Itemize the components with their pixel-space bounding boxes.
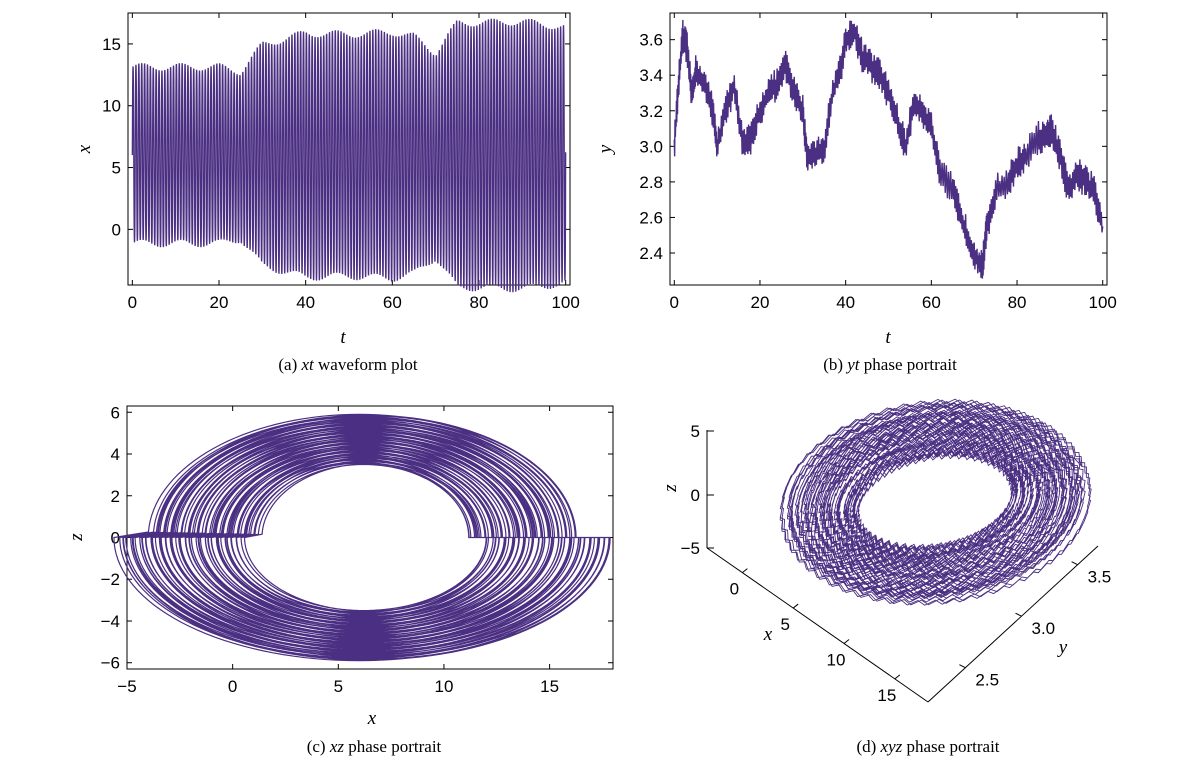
plot-frame-b — [669, 12, 1108, 286]
x-tick-label: 100 — [551, 293, 579, 312]
x-tick-label: 0 — [670, 293, 679, 312]
panel-xyz-portrait: −5 0 5 0 5 10 15 2.5 3.0 3.5 x y z (d) xyz phase … — [660, 398, 1112, 756]
y-tick-label: 6 — [111, 403, 120, 422]
y-tick-label: 3.2 — [639, 102, 663, 121]
z-tick-label: 5 — [691, 422, 700, 441]
x-tick-label-3d: 10 — [827, 650, 846, 669]
caption-d: (d) xyz phase portrait — [856, 737, 999, 756]
x-axis-label-a: t — [340, 327, 346, 348]
caption-c: (c) xz phase portrait — [307, 737, 442, 756]
y-tick-label: 4 — [111, 445, 120, 464]
caption-a: (a) xt waveform plot — [278, 355, 418, 374]
y-tick-label-3d: 2.5 — [975, 671, 999, 690]
y-tick-label: 3.4 — [639, 66, 663, 85]
x-tick-label-3d: 0 — [730, 580, 739, 599]
panel-yt-portrait: 0 20 40 60 80 100 2.4 2.6 2.8 3.0 3.2 3.4 3.6 t y (b… — [595, 12, 1117, 374]
x-tick-label: 20 — [210, 293, 229, 312]
caption-b: (b) yt phase portrait — [823, 355, 957, 374]
ticks-a: 0 20 40 60 80 100 0 5 10 15 — [102, 13, 580, 312]
series-trajectory-xyz — [779, 398, 1092, 606]
y-axis-label-c: z — [66, 533, 87, 542]
y-tick-label: 2.4 — [639, 244, 663, 263]
y-tick-label: 15 — [102, 35, 121, 54]
y-tick-label: 2 — [111, 487, 120, 506]
x-axis-label-c: x — [367, 708, 377, 729]
x-tick-label: 10 — [434, 677, 453, 696]
y-tick-label: −4 — [101, 612, 120, 631]
x-axis-line — [706, 547, 929, 703]
x-tick-label: 60 — [922, 293, 941, 312]
x-tick-mark-3d — [894, 674, 901, 680]
panel-xt-waveform: 0 20 40 60 80 100 0 5 10 15 t x (a) xt waveform p… — [74, 12, 580, 374]
y-tick-label: 2.8 — [639, 173, 663, 192]
plot-frame-a — [127, 12, 571, 286]
x-tick-label: 40 — [836, 293, 855, 312]
y-axis-label-d: y — [1057, 637, 1068, 658]
x-tick-label: 100 — [1089, 293, 1117, 312]
x-tick-label: 5 — [334, 677, 343, 696]
x-tick-mark-3d — [742, 568, 748, 574]
x-tick-label-3d: 5 — [780, 615, 789, 634]
y-tick-label: 0 — [111, 529, 120, 548]
x-tick-label: 0 — [228, 677, 237, 696]
x-axis-label-b: t — [885, 327, 891, 348]
x-tick-label: 80 — [1008, 293, 1027, 312]
y-axis-label-b: y — [595, 144, 616, 155]
x-tick-label: −5 — [117, 677, 136, 696]
z-tick-label: −5 — [681, 539, 700, 558]
ticks-c: −5 0 5 10 15 −6 −4 −2 0 2 4 6 — [101, 403, 613, 696]
y-tick-mark-3d — [1071, 561, 1078, 566]
x-tick-label: 15 — [540, 677, 559, 696]
y-tick-label: 10 — [102, 97, 121, 116]
panel-xz-portrait: −5 0 5 10 15 −6 −4 −2 0 2 4 6 x z (c) xz phase port… — [66, 403, 614, 756]
x-tick-label: 80 — [470, 293, 489, 312]
y-tick-label: 5 — [112, 159, 121, 178]
y-tick-label: 3.6 — [639, 31, 663, 50]
x-tick-mark-3d — [792, 603, 799, 609]
y-tick-label: −6 — [101, 654, 120, 673]
ticks-b: 0 20 40 60 80 100 2.4 2.6 2.8 3.0 3.2 3.4 3.6 — [639, 13, 1117, 312]
x-tick-label: 60 — [383, 293, 402, 312]
y-axis-line — [927, 545, 1099, 703]
axes-3d: −5 0 5 0 5 10 15 2.5 3.0 3.5 — [681, 422, 1112, 705]
x-tick-label: 0 — [128, 293, 137, 312]
series-line-x — [131, 18, 567, 293]
x-tick-label-3d: 15 — [877, 686, 896, 705]
z-tick-label: 0 — [691, 486, 700, 505]
y-axis-label-a: x — [74, 144, 95, 154]
y-tick-label: 3.0 — [639, 137, 663, 156]
series-line-y — [673, 19, 1104, 279]
y-tick-label: −2 — [101, 570, 120, 589]
y-tick-label-3d: 3.0 — [1032, 619, 1056, 638]
x-axis-label-d: x — [763, 624, 773, 645]
z-axis-label-d: z — [660, 484, 681, 493]
y-tick-label: 0 — [112, 220, 121, 239]
x-tick-mark-3d — [843, 639, 850, 644]
series-orbit-xz — [113, 413, 611, 662]
y-tick-label-3d: 3.5 — [1088, 568, 1112, 587]
y-tick-mark-3d — [1015, 612, 1022, 617]
y-tick-label: 2.6 — [639, 208, 663, 227]
x-tick-label: 40 — [296, 293, 315, 312]
y-tick-mark-3d — [959, 664, 966, 669]
x-tick-label: 20 — [751, 293, 770, 312]
